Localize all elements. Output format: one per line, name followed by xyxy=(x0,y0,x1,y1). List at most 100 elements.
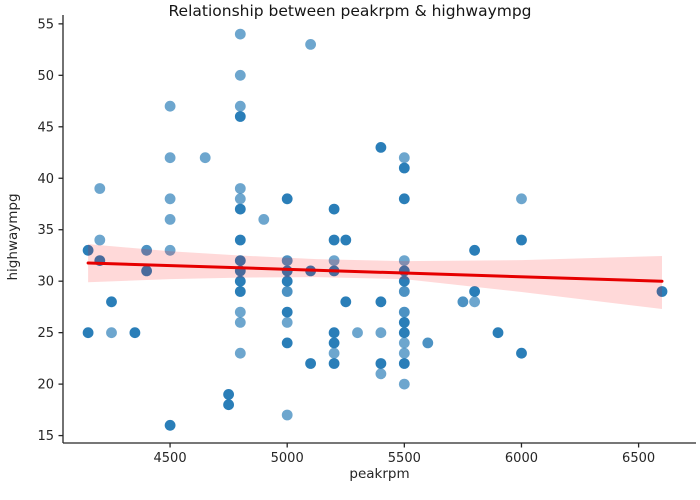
scatter-point xyxy=(516,347,527,359)
scatter-point xyxy=(398,347,410,359)
scatter-point xyxy=(141,265,153,277)
y-tick-label-25: 25 xyxy=(37,326,54,341)
scatter-point xyxy=(340,234,352,246)
scatter-point xyxy=(281,286,293,297)
scatter-point xyxy=(656,286,668,297)
scatter-point xyxy=(164,193,176,205)
regression-line xyxy=(86,261,664,283)
y-tick-label-50: 50 xyxy=(37,69,54,84)
scatter-point xyxy=(129,327,141,339)
y-tick-label-45: 45 xyxy=(37,120,54,135)
chart-title: Relationship between peakrpm & highwaymp… xyxy=(168,2,532,20)
scatter-point xyxy=(223,399,235,411)
x-tick-label-4500: 4500 xyxy=(154,451,187,466)
scatter-point xyxy=(281,193,293,205)
scatter-point xyxy=(328,255,340,266)
scatter-point xyxy=(375,368,387,380)
scatter-point xyxy=(340,296,352,308)
scatter-point xyxy=(234,203,246,215)
scatter-point xyxy=(422,337,434,349)
scatter-point xyxy=(398,255,410,266)
scatter-point xyxy=(234,100,246,112)
scatter-point xyxy=(398,327,410,339)
scatter-point xyxy=(398,317,410,328)
scatter-point xyxy=(398,378,410,390)
scatter-point xyxy=(328,347,340,359)
scatter-point xyxy=(516,234,527,246)
confidence-band xyxy=(88,244,663,309)
scatter-point xyxy=(328,234,340,246)
scatter-point xyxy=(516,193,527,205)
scatter-point xyxy=(457,296,469,308)
scatter-point xyxy=(234,69,246,81)
scatter-point xyxy=(199,152,211,164)
scatter-point xyxy=(398,275,410,287)
scatter-point xyxy=(94,234,106,246)
scatter-point xyxy=(234,286,246,297)
scatter-point xyxy=(398,337,410,349)
scatter-point xyxy=(328,358,340,369)
scatter-point xyxy=(106,296,117,308)
scatter-point xyxy=(328,337,340,349)
scatter-point xyxy=(234,275,246,287)
y-tick-label-20: 20 xyxy=(37,378,54,393)
scatter-point xyxy=(398,162,410,174)
scatter-point xyxy=(234,347,246,359)
scatter-point xyxy=(328,327,340,339)
scatter-point xyxy=(164,419,176,431)
y-tick-label-15: 15 xyxy=(37,429,54,444)
scatter-point xyxy=(164,152,176,164)
scatter-point xyxy=(82,244,94,256)
y-axis-label: highwaympg xyxy=(5,193,21,281)
scatter-point xyxy=(234,317,246,328)
scatter-point xyxy=(234,193,246,205)
scatter-point xyxy=(492,327,504,339)
scatter-point xyxy=(234,255,246,266)
scatter-point xyxy=(223,389,235,400)
scatter-point xyxy=(141,244,153,256)
scatter-point xyxy=(281,306,293,318)
scatter-point xyxy=(375,296,387,308)
scatter-point xyxy=(234,28,246,40)
scatter-point xyxy=(164,100,176,112)
scatter-point xyxy=(398,306,410,318)
scatter-point xyxy=(375,142,387,153)
scatter-point xyxy=(281,275,293,287)
scatter-point xyxy=(234,234,246,246)
scatter-point xyxy=(469,286,480,297)
scatter-point xyxy=(82,327,94,339)
scatter-point xyxy=(398,152,410,164)
scatter-point xyxy=(258,214,270,225)
scatter-point xyxy=(469,296,480,308)
x-tick-label-5000: 5000 xyxy=(271,451,304,466)
x-axis-label: peakrpm xyxy=(349,466,410,482)
scatter-point xyxy=(398,193,410,205)
scatter-point xyxy=(375,358,387,369)
scatter-point xyxy=(234,306,246,318)
scatter-point xyxy=(469,244,480,256)
scatter-point xyxy=(281,337,293,349)
scatter-point xyxy=(398,286,410,297)
scatter-point xyxy=(281,255,293,266)
scatter-point xyxy=(234,111,246,122)
x-tick-label-6500: 6500 xyxy=(622,451,655,466)
y-tick-label-35: 35 xyxy=(37,223,54,238)
scatter-point xyxy=(164,244,176,256)
scatter-point xyxy=(164,214,176,225)
x-tick-label-5500: 5500 xyxy=(388,451,421,466)
scatter-point xyxy=(234,183,246,194)
scatter-point xyxy=(375,327,387,339)
x-tick-label-6000: 6000 xyxy=(505,451,538,466)
scatter-point xyxy=(281,409,293,421)
scatter-point xyxy=(305,39,316,50)
scatter-point xyxy=(328,203,340,215)
scatter-point xyxy=(106,327,117,339)
scatter-point xyxy=(305,358,316,369)
y-tick-label-30: 30 xyxy=(37,275,54,290)
y-tick-label-55: 55 xyxy=(37,17,54,32)
scatter-point xyxy=(94,183,106,194)
scatter-point xyxy=(352,327,363,339)
scatter-point xyxy=(398,358,410,369)
